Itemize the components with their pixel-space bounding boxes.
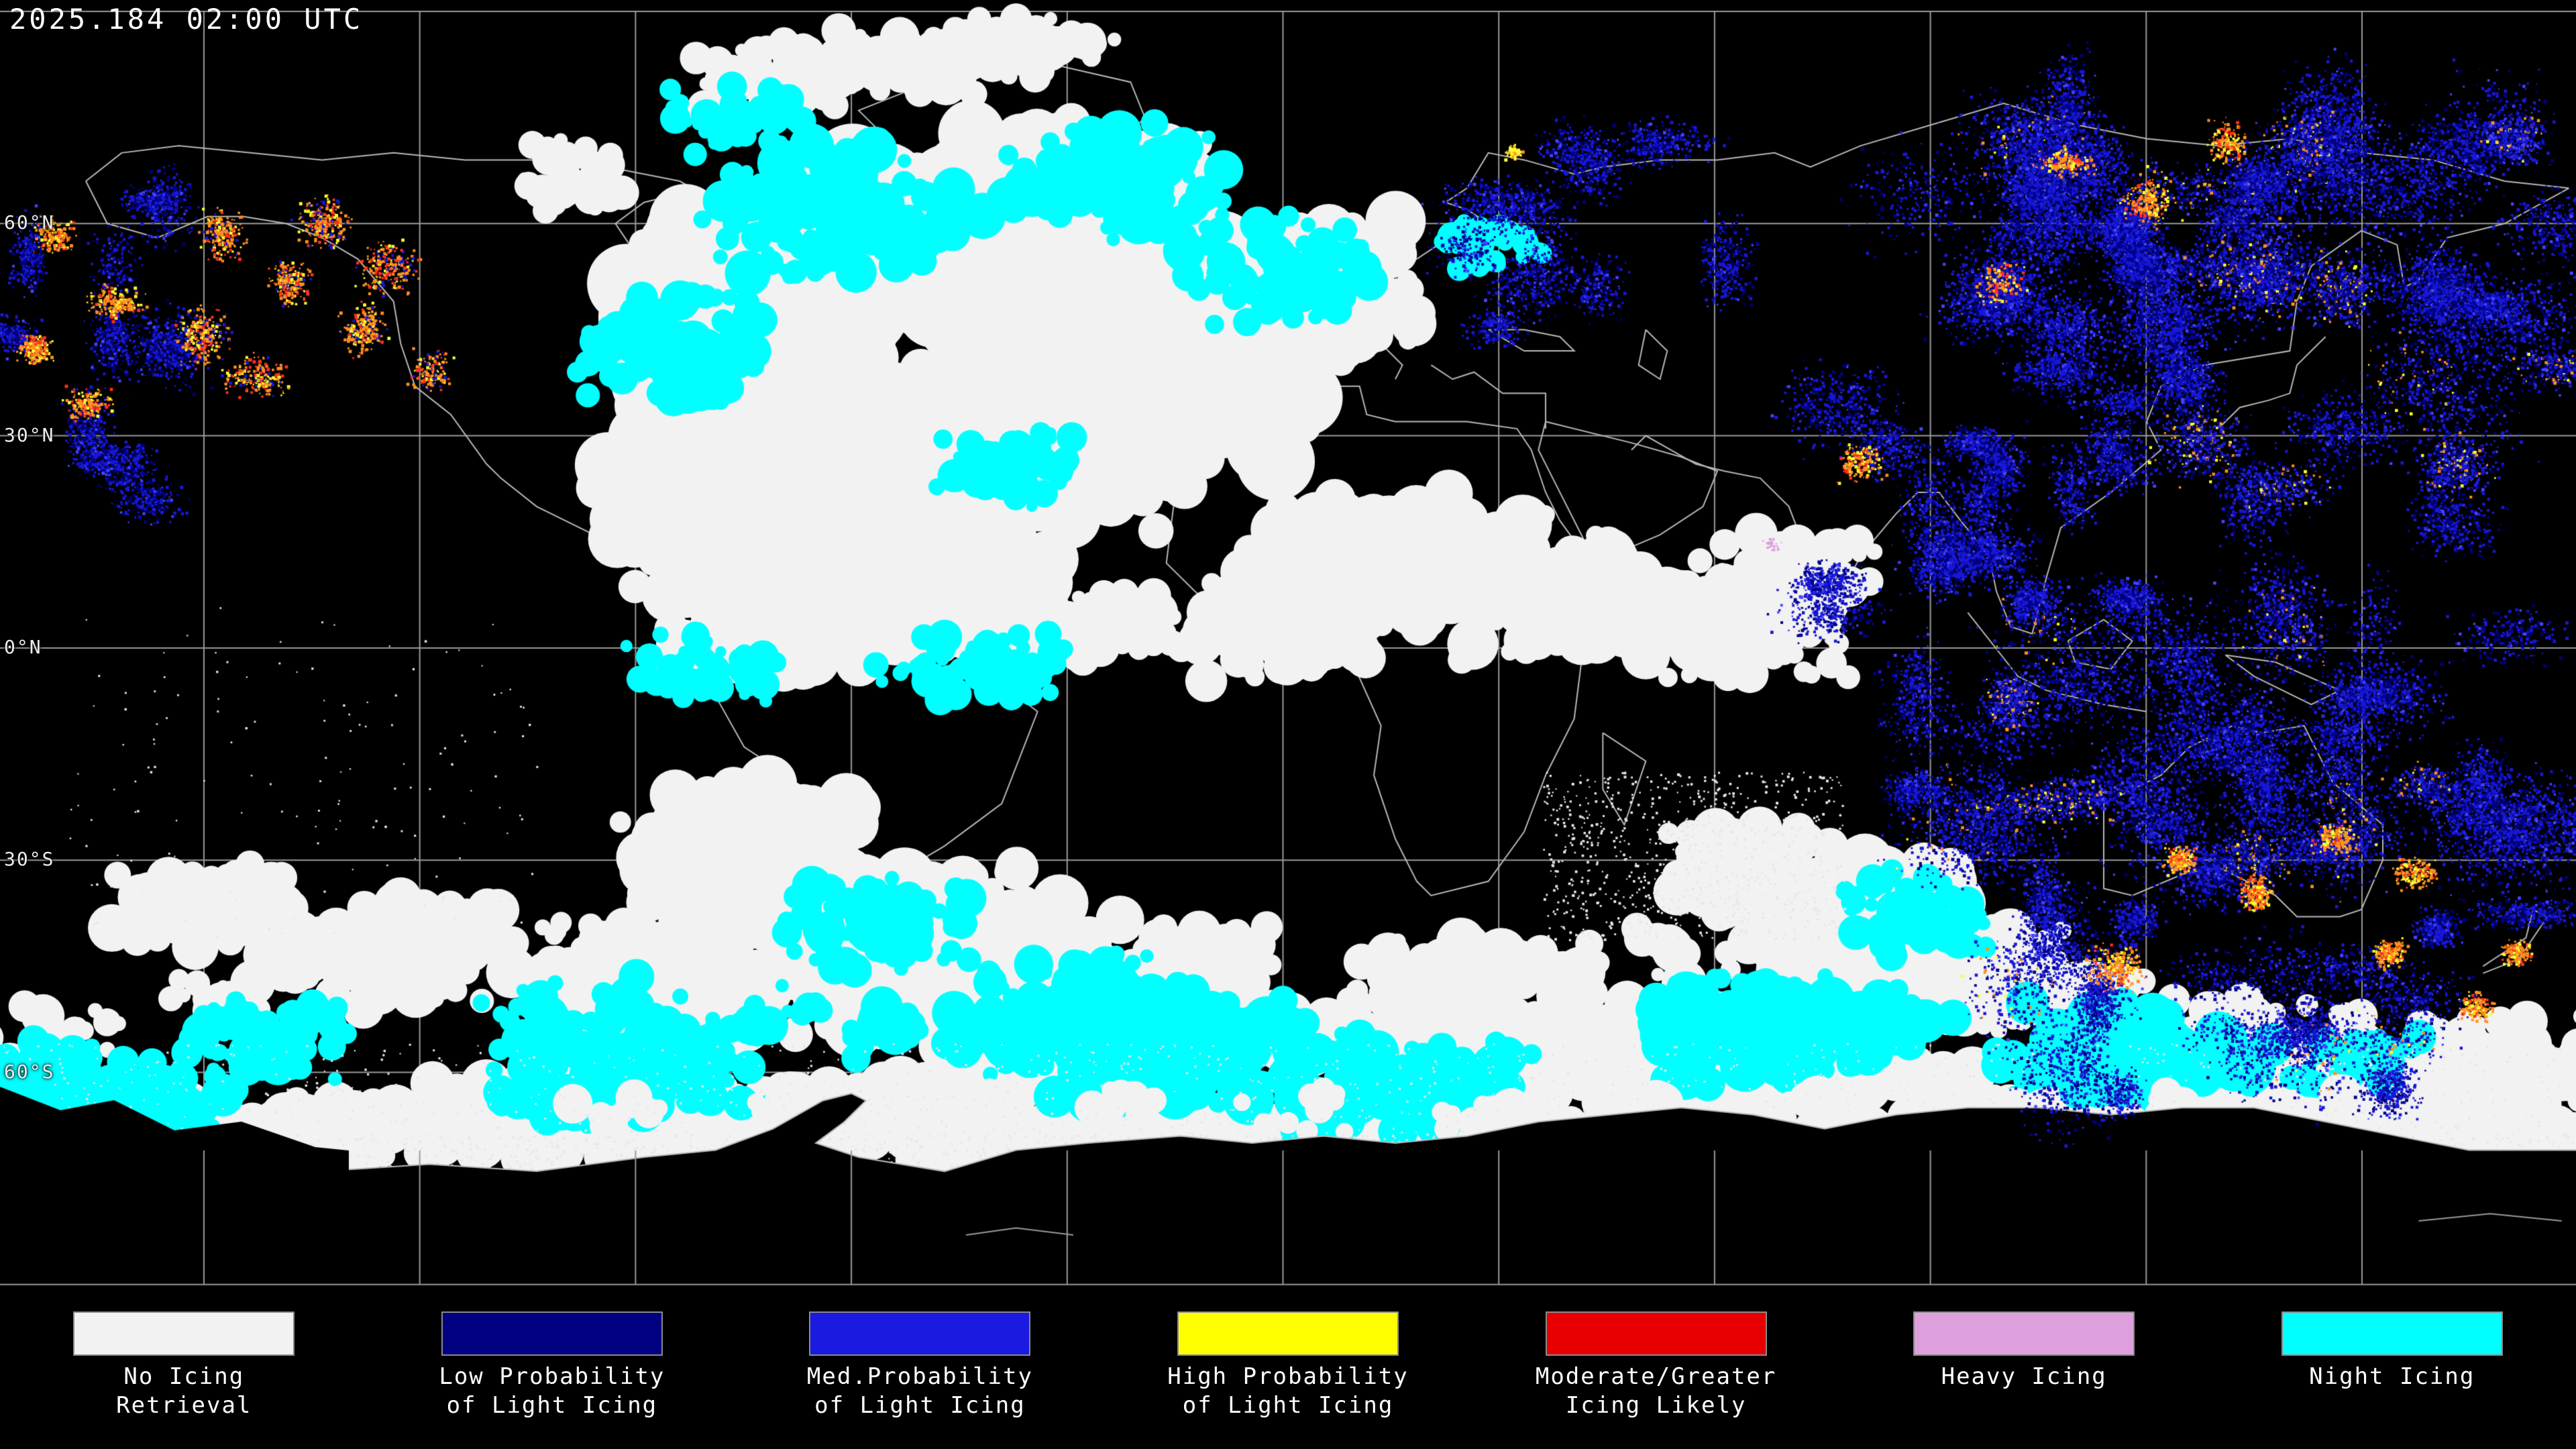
legend-label-night-icing: Night Icing: [2309, 1363, 2475, 1390]
lat-label-30: 30°N: [4, 423, 55, 446]
legend-label-high-probability-light-icing: High Probability of Light Icing: [1167, 1363, 1409, 1419]
legend-swatch-night-icing: [2281, 1311, 2503, 1356]
legend-label-moderate-greater-icing: Moderate/Greater Icing Likely: [1535, 1363, 1777, 1419]
legend-item-heavy-icing: Heavy Icing: [1840, 1298, 2208, 1449]
legend-item-no-icing-retrieval: No Icing Retrieval: [0, 1298, 368, 1449]
legend-swatch-moderate-greater-icing: [1545, 1311, 1767, 1356]
legend-label-med-probability-light-icing: Med.Probability of Light Icing: [806, 1363, 1033, 1419]
legend-item-med-probability-light-icing: Med.Probability of Light Icing: [736, 1298, 1104, 1449]
legend: No Icing Retrieval Low Probability of Lig…: [0, 1298, 2576, 1449]
legend-label-low-probability-light-icing: Low Probability of Light Icing: [439, 1363, 665, 1419]
map-canvas: [0, 0, 2576, 1298]
lat-label-0: 0°N: [4, 636, 42, 659]
legend-swatch-high-probability-light-icing: [1177, 1311, 1399, 1356]
legend-item-low-probability-light-icing: Low Probability of Light Icing: [368, 1298, 737, 1449]
legend-label-heavy-icing: Heavy Icing: [1941, 1363, 2107, 1390]
legend-item-moderate-greater-icing: Moderate/Greater Icing Likely: [1472, 1298, 1840, 1449]
lat-label-60: 60°N: [4, 211, 55, 234]
lat-label-s60: 60°S: [4, 1060, 55, 1083]
legend-item-night-icing: Night Icing: [2208, 1298, 2576, 1449]
timestamp: 2025.184 02:00 UTC: [9, 3, 364, 36]
world-icing-map: 2025.184 02:00 UTC 60°N 30°N 0°N 30°S 60°S: [0, 0, 2576, 1298]
lat-label-s30: 30°S: [4, 848, 55, 871]
legend-swatch-no-icing-retrieval: [73, 1311, 295, 1356]
legend-label-no-icing-retrieval: No Icing Retrieval: [116, 1363, 252, 1419]
legend-swatch-heavy-icing: [1913, 1311, 2135, 1356]
legend-swatch-med-probability-light-icing: [809, 1311, 1031, 1356]
legend-item-high-probability-light-icing: High Probability of Light Icing: [1104, 1298, 1472, 1449]
legend-swatch-low-probability-light-icing: [441, 1311, 663, 1356]
